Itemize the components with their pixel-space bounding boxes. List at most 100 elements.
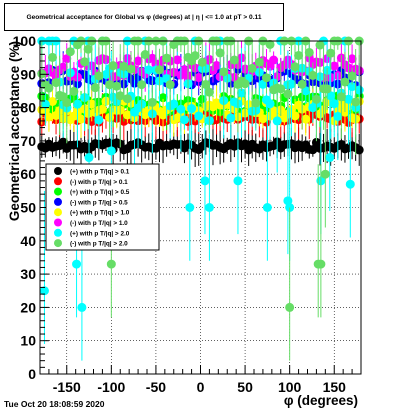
data-point [345, 179, 355, 189]
data-point [115, 91, 125, 101]
data-point [212, 60, 222, 70]
legend-box [45, 163, 160, 251]
data-point [47, 52, 57, 62]
data-point [162, 53, 172, 63]
data-point [62, 98, 72, 108]
data-point [320, 169, 330, 179]
data-point [336, 92, 346, 102]
data-point [126, 64, 136, 74]
data-point [347, 71, 357, 81]
data-point [194, 111, 204, 121]
x-tick-label: 100 [278, 379, 302, 395]
data-point [40, 99, 50, 109]
series-layer [37, 36, 364, 361]
data-point [62, 54, 72, 64]
data-point [112, 81, 122, 91]
data-point [147, 97, 157, 107]
data-point [215, 48, 225, 58]
data-point [65, 47, 75, 57]
data-point [140, 50, 150, 60]
data-point [261, 73, 271, 83]
legend-marker [54, 218, 62, 227]
data-point [172, 55, 182, 65]
data-point [347, 54, 357, 64]
y-tick-label: 30 [20, 266, 36, 282]
data-point [106, 146, 116, 156]
data-point [179, 115, 189, 125]
data-point [200, 176, 210, 186]
y-tick-label: 40 [20, 233, 36, 249]
data-point [326, 48, 336, 58]
data-point [90, 83, 100, 93]
legend-marker [54, 197, 62, 206]
y-tick-label: 80 [20, 100, 36, 116]
data-point [294, 50, 304, 60]
legend-marker [54, 228, 62, 237]
chart-title: Geometrical acceptance for Global vs φ (… [4, 3, 284, 31]
data-point [340, 77, 350, 87]
legend-label: (-) with p T/|q| > 0.1 [70, 179, 128, 186]
data-point [301, 114, 311, 124]
x-axis-label: φ (degrees) [284, 393, 358, 408]
x-tick-label: -50 [146, 379, 166, 395]
x-tick-label: 0 [197, 379, 205, 395]
data-point [326, 91, 336, 101]
x-tick-label: -100 [97, 379, 125, 395]
data-point [265, 99, 275, 109]
data-point [226, 113, 236, 123]
data-point [247, 63, 257, 73]
y-tick-label: 70 [20, 133, 36, 149]
data-point [258, 114, 268, 124]
data-point [322, 84, 332, 94]
data-point [185, 203, 195, 212]
legend-label: (+) with p T/|q| > 0.5 [70, 189, 130, 196]
data-point [290, 111, 300, 121]
legend: (+) with p T/|q| > 0.1 (-) with p T/|q| >… [45, 163, 160, 251]
data-point [133, 56, 143, 66]
data-point [329, 99, 339, 109]
axes: -150 -100 -50 0 50 100 150 0 10 20 30 40 50 60 70 80 90 1… [13, 33, 362, 395]
data-point [44, 83, 54, 93]
data-point [290, 62, 300, 72]
data-point [237, 88, 247, 98]
data-point [304, 47, 314, 57]
data-point [286, 79, 296, 89]
data-point [315, 40, 325, 50]
data-point [108, 61, 118, 71]
data-point [351, 97, 361, 107]
legend-marker [54, 208, 62, 217]
data-point [51, 78, 61, 88]
data-point [272, 116, 282, 126]
data-point [283, 89, 293, 99]
series-7 [37, 36, 364, 361]
data-point [240, 79, 250, 89]
legend-label: (+) with p T/|q| > 0.1 [70, 169, 130, 176]
data-point [58, 62, 68, 72]
data-point [201, 79, 211, 89]
data-point [77, 302, 87, 312]
legend-marker [54, 167, 62, 175]
data-point [137, 80, 147, 90]
y-tick-label: 100 [13, 33, 37, 49]
data-point [94, 71, 104, 81]
x-tick-label: 150 [323, 379, 347, 395]
y-tick-label: 20 [20, 299, 36, 315]
legend-marker [54, 187, 62, 196]
legend-marker [54, 239, 62, 248]
data-point [169, 99, 179, 109]
legend-label: (-) with p T/|q| > 0.5 [70, 199, 128, 206]
data-point [83, 44, 93, 54]
data-point [197, 57, 207, 67]
data-point [316, 259, 326, 269]
y-tick-label: 60 [20, 166, 36, 182]
data-point [76, 114, 86, 124]
data-point [176, 104, 186, 114]
timestamp: Tue Oct 20 18:08:59 2020 [4, 399, 105, 409]
y-axis-label: Geometrical acceptance (%) [7, 41, 22, 221]
data-point [285, 302, 295, 312]
data-point [204, 87, 214, 97]
data-point [105, 80, 115, 90]
data-point [258, 79, 268, 89]
data-point [190, 51, 200, 61]
